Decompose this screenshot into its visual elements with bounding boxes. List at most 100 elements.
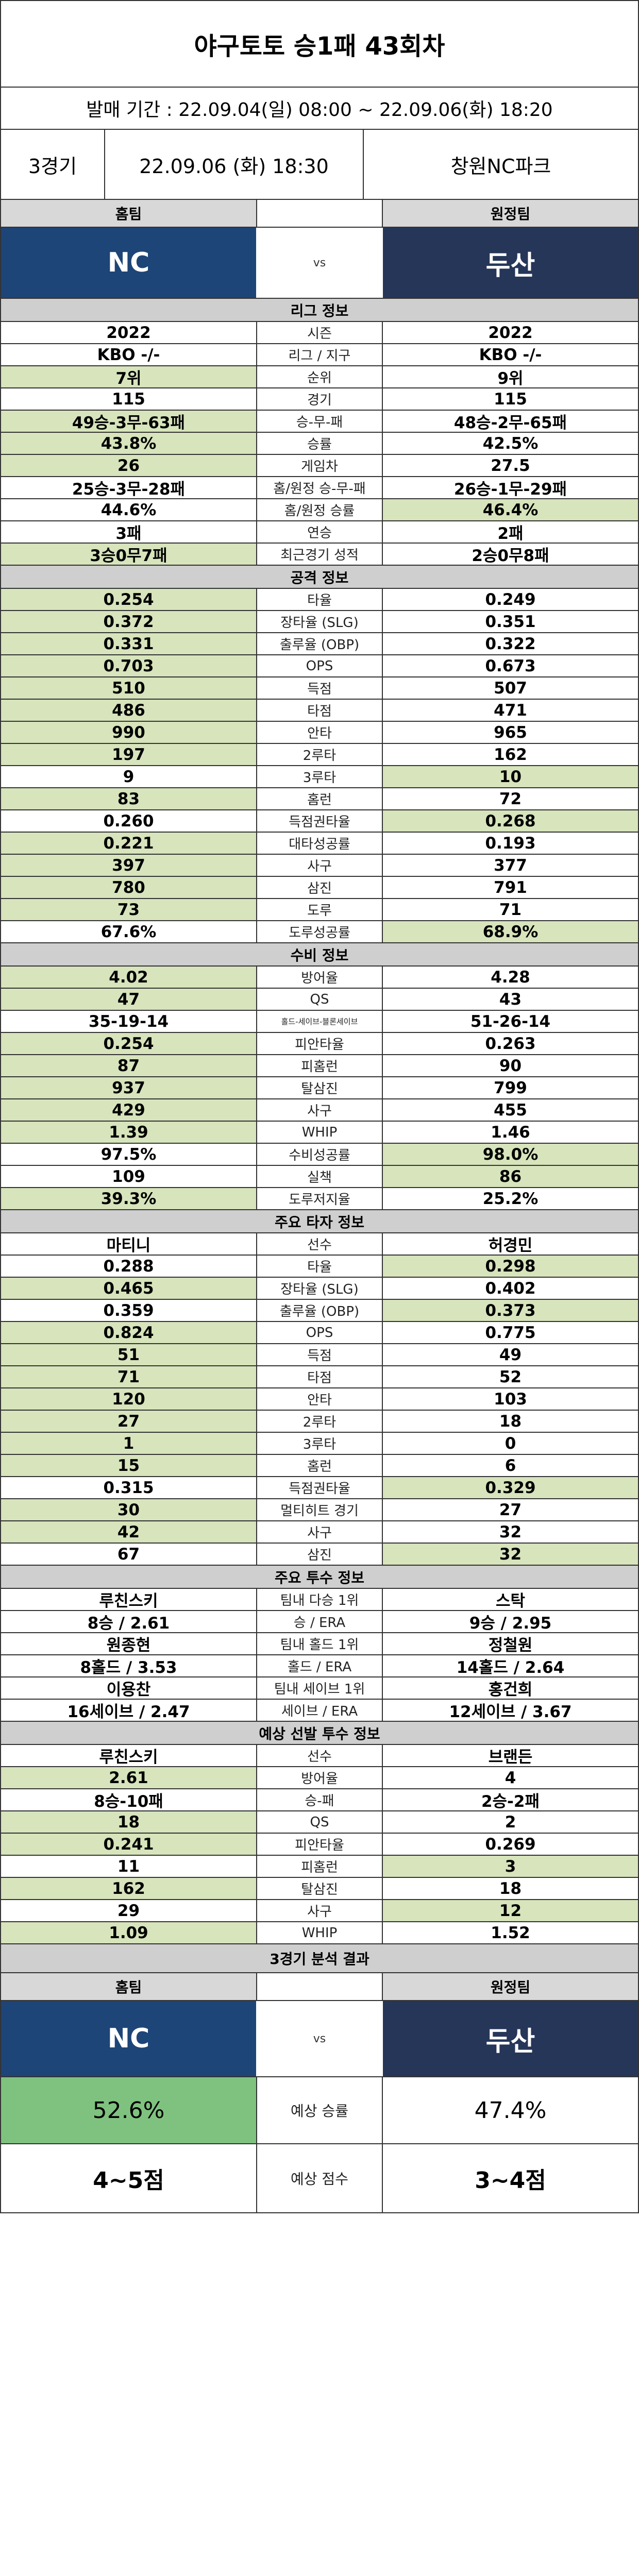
home-value: 429 xyxy=(1,1099,256,1121)
stat-row: 937 탈삼진 799 xyxy=(1,1077,638,1099)
home-value: 루친스키 xyxy=(99,1592,158,1611)
team-banner-row: NC vs 두산 xyxy=(1,228,638,299)
away-value: 965 xyxy=(494,723,527,742)
stat-row: 2.61 방어율 4 xyxy=(1,1767,638,1789)
away-value: 471 xyxy=(494,701,527,720)
stat-label: 실책 xyxy=(256,1166,383,1187)
stat-row: 8승 / 2.61 승 / ERA 9승 / 2.95 xyxy=(1,1611,638,1633)
home-value: 97.5% xyxy=(100,1145,157,1164)
stat-label: 득점 xyxy=(256,677,383,699)
result-home-label: 홈팀 xyxy=(1,1973,256,2000)
stat-row: 7위 순위 9위 xyxy=(1,366,638,388)
stat-row: 이용찬 팀내 세이브 1위 홍건희 xyxy=(1,1677,638,1700)
stat-row: 0.241 피안타율 0.269 xyxy=(1,1834,638,1856)
away-value: 2패 xyxy=(497,524,524,543)
stat-row: 510 득점 507 xyxy=(1,677,638,700)
stat-label: 삼진 xyxy=(256,877,383,898)
away-value: 1.46 xyxy=(491,1123,530,1142)
stat-label: 득점권타율 xyxy=(256,810,383,832)
away-value: 0.673 xyxy=(485,656,536,675)
away-value: 홍건희 xyxy=(488,1681,533,1699)
home-value: 67 xyxy=(117,1545,140,1564)
win-prob-label: 예상 승률 xyxy=(256,2077,383,2143)
home-value: 18 xyxy=(1,1811,256,1833)
away-value: 51-26-14 xyxy=(470,1012,551,1031)
stat-label: 타율 xyxy=(256,1256,383,1277)
home-value: 1 xyxy=(1,1433,256,1454)
away-value: 18 xyxy=(499,1879,522,1898)
home-win-prob: 52.6% xyxy=(1,2077,256,2143)
home-value: 30 xyxy=(1,1499,256,1520)
away-value: 0.402 xyxy=(485,1279,536,1298)
away-value: 12 xyxy=(383,1900,638,1921)
away-value: 0.268 xyxy=(383,810,638,832)
home-value: 0.315 xyxy=(103,1478,154,1497)
home-value: 0.331 xyxy=(1,633,256,654)
home-value: 0.824 xyxy=(1,1322,256,1343)
away-value: 46.4% xyxy=(383,499,638,520)
away-value: 0.193 xyxy=(485,834,536,853)
home-value: 3패 xyxy=(115,524,142,543)
stat-row: 18 QS 2 xyxy=(1,1811,638,1834)
stat-row: 2022 시즌 2022 xyxy=(1,322,638,344)
away-value: 49 xyxy=(499,1345,522,1364)
home-value: 67.6% xyxy=(100,922,157,941)
stat-label: 경기 xyxy=(256,388,383,410)
stat-label: QS xyxy=(256,1811,383,1833)
stat-row: 49승-3무-63패 승-무-패 48승-2무-65패 xyxy=(1,411,638,433)
stat-label: WHIP xyxy=(256,1122,383,1143)
away-value: 4 xyxy=(505,1768,516,1787)
stat-label: 2루타 xyxy=(256,744,383,765)
home-value: 51 xyxy=(1,1344,256,1365)
home-value: 115 xyxy=(112,389,145,409)
win-prob-row: 52.6% 예상 승률 47.4% xyxy=(1,2077,638,2144)
stat-row: 루친스키 팀내 다승 1위 스탁 xyxy=(1,1589,638,1611)
result-vs-label: vs xyxy=(313,2032,326,2045)
vs-spacer xyxy=(256,200,383,227)
score-label: 예상 점수 xyxy=(256,2144,383,2212)
stat-row: 67.6% 도루성공률 68.9% xyxy=(1,921,638,943)
stat-row: 마티니 선수 허경민 xyxy=(1,1233,638,1256)
home-value: KBO -/- xyxy=(97,345,160,364)
section-title: 주요 투수 정보 xyxy=(1,1566,638,1589)
home-value: 35-19-14 xyxy=(88,1012,169,1031)
stat-row: 109 실책 86 xyxy=(1,1166,638,1188)
stat-row: 4.02 방어율 4.28 xyxy=(1,967,638,989)
home-value: 8홀드 / 3.53 xyxy=(80,1658,177,1677)
away-value: 52 xyxy=(499,1367,522,1386)
stat-label: 승-패 xyxy=(256,1789,383,1810)
home-team-label: 홈팀 xyxy=(1,200,256,227)
stat-row: 197 2루타 162 xyxy=(1,744,638,766)
stat-row: 25승-3무-28패 홈/원정 승-무-패 26승-1무-29패 xyxy=(1,477,638,499)
home-value: 162 xyxy=(1,1878,256,1899)
stat-label: 방어율 xyxy=(256,967,383,988)
home-value: 8승-10패 xyxy=(94,1792,163,1811)
stat-label: 타점 xyxy=(256,1366,383,1387)
stat-label: 시즌 xyxy=(256,322,383,343)
stat-label: 팀내 세이브 1위 xyxy=(256,1677,383,1699)
stat-label: 팀내 다승 1위 xyxy=(256,1589,383,1610)
home-value: 3승0무7패 xyxy=(1,544,256,565)
stat-row: 35-19-14 홀드-세이브-블론세이브 51-26-14 xyxy=(1,1011,638,1033)
stat-label: 홀드 / ERA xyxy=(256,1655,383,1676)
stat-label: 홈/원정 승률 xyxy=(256,499,383,520)
home-team-name: NC xyxy=(1,228,256,298)
home-value: 109 xyxy=(112,1167,145,1186)
away-value: 0.322 xyxy=(485,634,536,653)
stat-label: 게임차 xyxy=(256,455,383,476)
home-value: 120 xyxy=(1,1388,256,1410)
sale-period: 발매 기간 : 22.09.04(일) 08:00 ~ 22.09.06(화) … xyxy=(1,88,638,130)
away-value: 86 xyxy=(383,1166,638,1187)
stat-row: 42 사구 32 xyxy=(1,1521,638,1544)
away-value: 0.269 xyxy=(485,1835,536,1854)
stat-row: 26 게임차 27.5 xyxy=(1,455,638,477)
away-value: 0.298 xyxy=(383,1256,638,1277)
away-value: 9승 / 2.95 xyxy=(469,1614,552,1633)
stat-row: 51 득점 49 xyxy=(1,1344,638,1366)
stat-row: 71 타점 52 xyxy=(1,1366,638,1388)
away-value: 507 xyxy=(494,679,527,698)
game-number: 3경기 xyxy=(1,130,105,199)
home-score: 4~5점 xyxy=(93,2167,164,2194)
stat-row: 87 피홈런 90 xyxy=(1,1055,638,1077)
stat-label: 출루율 (OBP) xyxy=(256,633,383,654)
